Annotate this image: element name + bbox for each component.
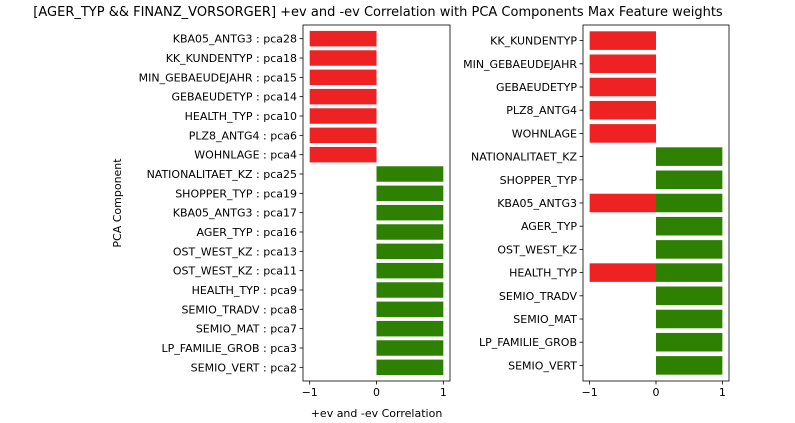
- x-tick-label-1: −1: [302, 386, 318, 399]
- y-tick-label-13: OST_WEST_KZ : pca11: [173, 265, 297, 278]
- y-tick-label-14: HEALTH_TYP : pca9: [192, 284, 297, 297]
- y-tick-label-15: SEMIO_TRADV : pca8: [181, 303, 297, 316]
- y-tick-label-7: SHOPPER_TYP: [500, 174, 578, 187]
- bar-negative-4: [309, 88, 377, 105]
- bar-positive-11: [656, 263, 723, 282]
- y-tick-label-2: KK_KUNDENTYP : pca18: [166, 52, 297, 65]
- bar-negative-3: [309, 69, 377, 86]
- bar-negative-3: [589, 77, 656, 97]
- y-tick-label-13: SEMIO_MAT: [513, 313, 577, 326]
- y-tick-label-14: LP_FAMILIE_GROB: [479, 336, 577, 349]
- y-tick-label-11: HEALTH_TYP: [509, 267, 577, 280]
- bar-negative-5: [589, 124, 656, 143]
- bar-positive-9: [656, 216, 723, 236]
- bar-negative-2: [589, 54, 656, 74]
- y-tick-label-1: KBA05_ANTG3 : pca28: [173, 33, 297, 46]
- y-tick-label-5: WOHNLAGE: [512, 127, 577, 140]
- y-tick-label-4: PLZ8_ANTG4: [506, 104, 577, 117]
- bar-positive-10: [376, 204, 444, 221]
- bar-positive-13: [656, 309, 723, 329]
- y-tick-label-9: SHOPPER_TYP : pca19: [175, 187, 297, 200]
- y-tick-label-1: KK_KUNDENTYP: [490, 35, 577, 48]
- bar-positive-12: [656, 286, 723, 306]
- bar-positive-14: [376, 282, 444, 298]
- x-tick-label-2: 0: [373, 386, 380, 399]
- bar-positive-6: [656, 147, 723, 166]
- left-panel: KBA05_ANTG3 : pca28 KK_KUNDENTYP : pca18 M…: [111, 24, 451, 420]
- bar-positive-13: [376, 262, 444, 279]
- bar-positive-8: [656, 193, 723, 213]
- y-tick-label-17: LP_FAMILIE_GROB : pca3: [161, 342, 297, 355]
- bar-positive-9: [376, 185, 444, 202]
- bar-positive-14: [656, 332, 723, 352]
- bar-negative-11: [589, 263, 656, 282]
- y-tick-label-11: AGER_TYP : pca16: [197, 226, 298, 239]
- y-tick-label-2: MIN_GEBAEUDEJAHR: [463, 58, 577, 71]
- y-tick-label-15: SEMIO_VERT: [508, 359, 577, 372]
- bar-negative-4: [589, 100, 656, 120]
- bar-negative-1: [309, 30, 377, 47]
- y-tick-label-3: MIN_GEBAEUDEJAHR : pca15: [139, 71, 297, 84]
- x-axis-label: +ev and -ev Correlation: [311, 407, 443, 420]
- bar-positive-12: [376, 243, 444, 260]
- y-tick-label-12: OST_WEST_KZ : pca13: [173, 245, 297, 258]
- bar-negative-8: [589, 193, 656, 213]
- y-axis-label: PCA Component: [111, 158, 124, 248]
- y-tick-label-8: NATIONALITAET_KZ : pca25: [147, 168, 297, 181]
- bar-positive-15: [376, 301, 444, 318]
- y-tick-label-8: KBA05_ANTG3: [497, 197, 577, 210]
- bar-positive-10: [656, 240, 723, 259]
- y-tick-label-16: SEMIO_MAT : pca7: [196, 323, 297, 336]
- bar-positive-11: [376, 224, 444, 240]
- panels-layer: KBA05_ANTG3 : pca28 KK_KUNDENTYP : pca18 M…: [111, 24, 730, 420]
- x-tick-label-2: 0: [653, 386, 660, 399]
- y-tick-label-6: PLZ8_ANTG4 : pca6: [189, 129, 297, 142]
- bar-positive-17: [376, 340, 444, 356]
- y-tick-label-10: KBA05_ANTG3 : pca17: [173, 207, 297, 220]
- right-panel: KK_KUNDENTYP MIN_GEBAEUDEJAHR GEBAEUDETYP P…: [463, 24, 730, 399]
- y-tick-label-10: OST_WEST_KZ: [497, 243, 577, 256]
- bar-negative-6: [309, 127, 377, 144]
- bar-positive-16: [376, 320, 444, 337]
- bar-positive-7: [656, 170, 723, 190]
- y-tick-label-4: GEBAEUDETYP : pca14: [171, 91, 297, 104]
- y-tick-label-6: NATIONALITAET_KZ: [471, 151, 577, 164]
- bar-negative-7: [309, 146, 377, 163]
- y-tick-label-7: WOHNLAGE : pca4: [194, 149, 297, 162]
- bar-negative-1: [589, 31, 656, 50]
- x-tick-label-3: 1: [440, 386, 447, 399]
- bar-negative-2: [309, 50, 377, 66]
- chart-title: [AGER_TYP && FINANZ_VORSORGER] +ev and -…: [33, 5, 723, 20]
- bar-positive-8: [376, 166, 444, 182]
- y-tick-label-3: GEBAEUDETYP: [496, 81, 577, 94]
- x-tick-label-1: −1: [582, 386, 598, 399]
- y-tick-label-18: SEMIO_VERT : pca2: [191, 361, 297, 374]
- bar-positive-18: [376, 359, 444, 376]
- x-tick-label-3: 1: [719, 386, 726, 399]
- y-tick-label-5: HEALTH_TYP : pca10: [185, 110, 297, 123]
- y-tick-label-9: AGER_TYP: [521, 220, 577, 233]
- y-tick-label-12: SEMIO_TRADV: [499, 290, 578, 303]
- bar-negative-5: [309, 108, 377, 124]
- bar-positive-15: [656, 356, 723, 375]
